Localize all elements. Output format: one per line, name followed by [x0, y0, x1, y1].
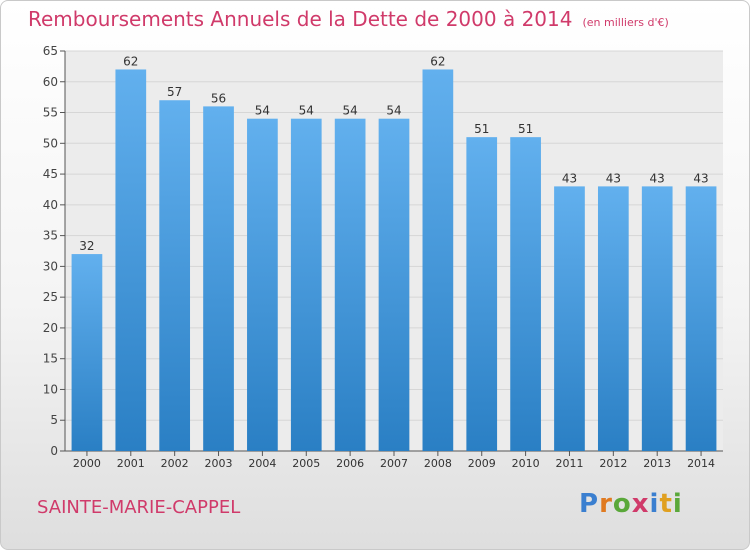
bar [422, 69, 454, 451]
data-label: 43 [606, 171, 621, 185]
data-label: 51 [518, 122, 533, 136]
bar [159, 100, 191, 451]
x-tick-label: 2004 [248, 457, 276, 470]
data-label: 51 [474, 122, 489, 136]
x-tick-label: 2010 [512, 457, 540, 470]
x-tick-label: 2002 [161, 457, 189, 470]
x-tick-label: 2014 [687, 457, 715, 470]
y-tick-label: 15 [43, 352, 58, 366]
bar [334, 118, 366, 451]
data-label: 54 [386, 104, 401, 118]
data-label: 54 [255, 104, 270, 118]
x-tick-label: 2001 [117, 457, 145, 470]
y-tick-label: 40 [43, 198, 58, 212]
x-tick-label: 2005 [292, 457, 320, 470]
chart-title-block: Remboursements Annuels de la Dette de 20… [28, 7, 669, 31]
x-tick-label: 2003 [205, 457, 233, 470]
bar [685, 186, 717, 451]
logo-letter: i [672, 489, 683, 519]
logo-letter: r [599, 489, 613, 519]
bar [378, 118, 410, 451]
chart-title: Remboursements Annuels de la Dette de 20… [28, 7, 573, 31]
logo-letter: P [579, 489, 600, 519]
x-tick-label: 2008 [424, 457, 452, 470]
data-label: 43 [693, 171, 708, 185]
bar [290, 118, 322, 451]
logo-letter: o [612, 489, 632, 519]
x-tick-label: 2006 [336, 457, 364, 470]
data-label: 62 [430, 54, 445, 68]
bar [247, 118, 278, 451]
y-tick-label: 60 [43, 75, 58, 89]
x-tick-label: 2013 [643, 457, 671, 470]
data-label: 43 [562, 171, 577, 185]
bar [641, 186, 673, 451]
y-tick-label: 50 [43, 136, 58, 150]
y-tick-label: 10 [43, 382, 58, 396]
data-label: 43 [650, 171, 665, 185]
y-tick-label: 30 [43, 259, 58, 273]
bar [203, 106, 234, 451]
x-tick-label: 2009 [468, 457, 496, 470]
y-tick-label: 20 [43, 321, 58, 335]
data-label: 57 [167, 85, 182, 99]
bar [510, 137, 541, 451]
data-label: 62 [123, 54, 138, 68]
bar [115, 69, 147, 451]
logo-letter: x [631, 489, 650, 519]
bar [597, 186, 629, 451]
y-tick-label: 65 [43, 44, 58, 58]
data-label: 32 [79, 239, 94, 253]
y-tick-label: 35 [43, 229, 58, 243]
y-tick-label: 0 [50, 444, 58, 458]
y-tick-label: 45 [43, 167, 58, 181]
x-tick-label: 2000 [73, 457, 101, 470]
y-tick-label: 5 [50, 413, 58, 427]
proxiti-logo: Proxiti [579, 489, 683, 519]
x-tick-label: 2007 [380, 457, 408, 470]
y-tick-label: 25 [43, 290, 58, 304]
chart-unit-note: (en milliers d'€) [582, 16, 669, 29]
x-tick-label: 2011 [555, 457, 583, 470]
bar [554, 186, 585, 451]
y-tick-label: 55 [43, 106, 58, 120]
data-label: 54 [299, 104, 314, 118]
commune-name: SAINTE-MARIE-CAPPEL [37, 497, 241, 518]
data-label: 54 [342, 104, 357, 118]
bar [466, 137, 498, 451]
logo-letter: t [659, 489, 673, 519]
logo-letter: i [649, 489, 660, 519]
data-label: 56 [211, 91, 226, 105]
x-tick-label: 2012 [599, 457, 627, 470]
bar [71, 254, 103, 451]
